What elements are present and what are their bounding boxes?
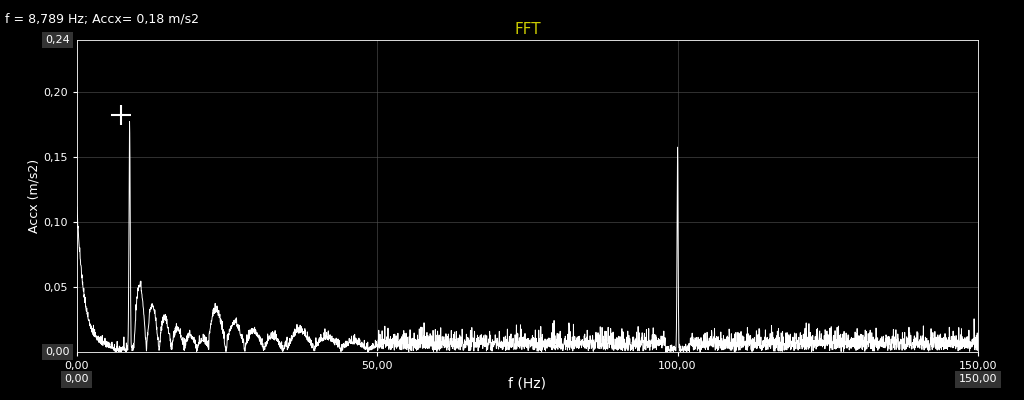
Title: FFT: FFT: [514, 22, 541, 38]
Text: 150,00: 150,00: [958, 374, 997, 384]
Text: 0,00: 0,00: [65, 374, 89, 384]
Text: f = 8,789 Hz; Accx= 0,18 m/s2: f = 8,789 Hz; Accx= 0,18 m/s2: [5, 12, 199, 25]
Y-axis label: Accx (m/s2): Accx (m/s2): [28, 159, 40, 233]
Text: 0,24: 0,24: [45, 35, 70, 45]
X-axis label: f (Hz): f (Hz): [508, 376, 547, 390]
Text: 0,00: 0,00: [45, 347, 70, 357]
